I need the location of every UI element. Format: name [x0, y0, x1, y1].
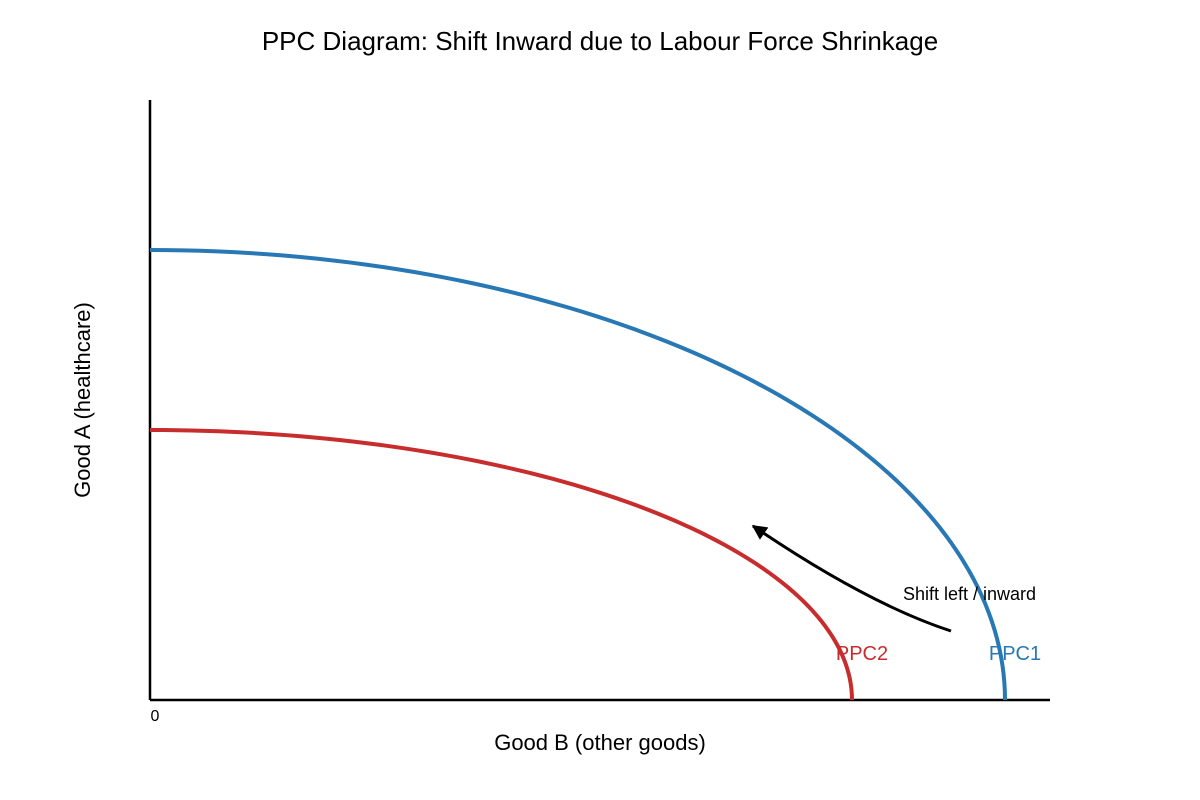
- curve-label-ppc2: PPC2: [836, 643, 888, 665]
- x-axis-label: Good B (other goods): [494, 730, 706, 755]
- annotations: Shift left / inward: [751, 524, 1036, 633]
- chart-title: PPC Diagram: Shift Inward due to Labour …: [262, 26, 938, 56]
- curve-label-ppc1: PPC1: [989, 643, 1041, 665]
- ppc-curves: [149, 248, 1007, 701]
- ppc-curve-ppc2: [149, 428, 854, 701]
- shift-arrow: [751, 524, 952, 633]
- shift-annotation-label: Shift left / inward: [903, 584, 1036, 604]
- origin-label: 0: [151, 708, 160, 725]
- ppc-curve-ppc1: [149, 248, 1007, 701]
- y-axis-label: Good A (healthcare): [70, 302, 95, 498]
- axes: [148, 100, 1050, 702]
- ppc-curve-labels: PPC1 PPC2: [836, 643, 1041, 665]
